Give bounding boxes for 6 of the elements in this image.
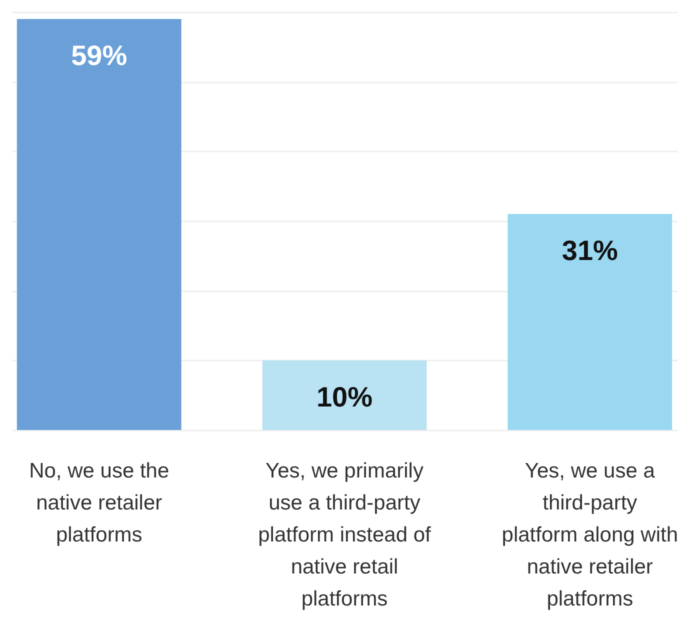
x-tick-label: Yes, we use a third-party platform along with native retailer platforms	[502, 460, 678, 610]
x-tick-label: Yes, we primarily use a third-party platform instead of native retail platforms	[258, 460, 432, 610]
x-tick-label: No, we use the native retailer platforms	[29, 460, 170, 546]
data-label: 10%	[316, 381, 373, 412]
data-label: 31%	[562, 235, 618, 266]
data-label: 59%	[71, 40, 128, 71]
